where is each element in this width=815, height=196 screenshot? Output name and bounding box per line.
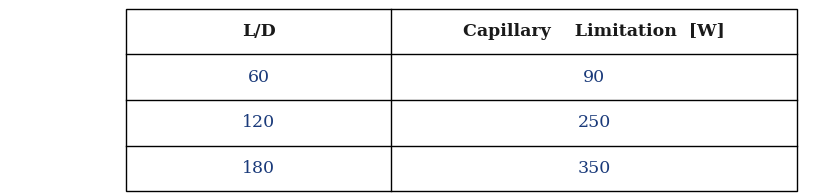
Text: 120: 120 <box>242 114 275 131</box>
Text: L/D: L/D <box>242 23 275 40</box>
Text: 250: 250 <box>578 114 610 131</box>
Text: Capillary    Limitation  [W]: Capillary Limitation [W] <box>463 23 725 40</box>
Text: 350: 350 <box>578 160 610 177</box>
Text: 180: 180 <box>242 160 275 177</box>
Text: 60: 60 <box>248 69 270 86</box>
Text: 90: 90 <box>583 69 606 86</box>
Bar <box>126 9 797 191</box>
